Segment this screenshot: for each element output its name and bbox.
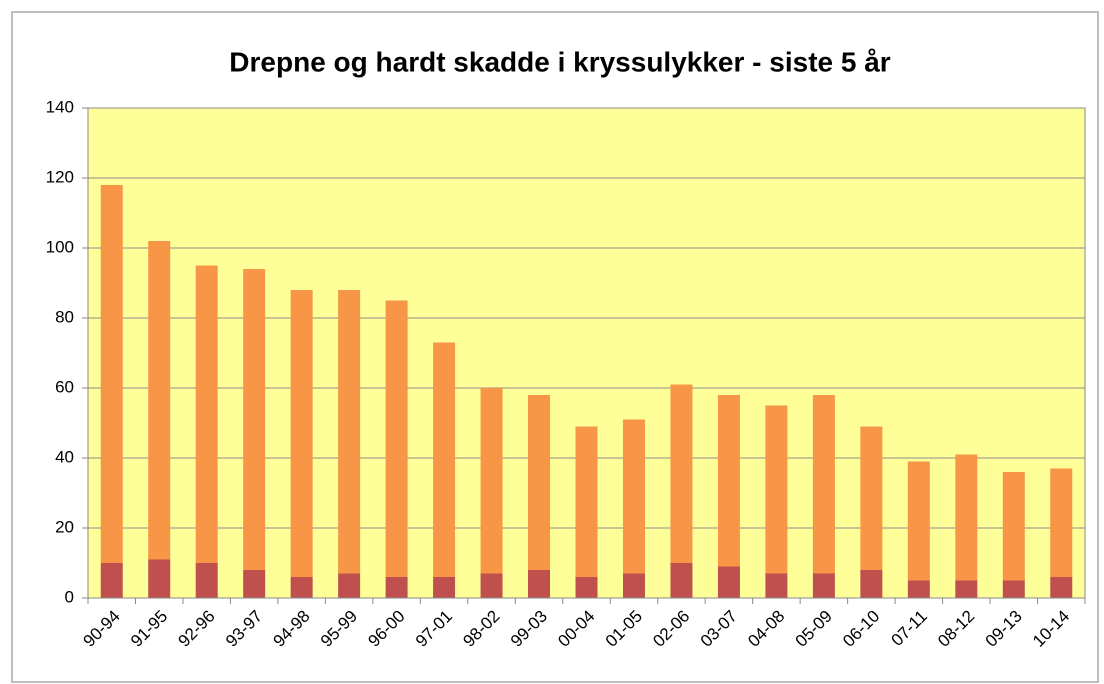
y-tick-label: 0 — [65, 587, 74, 606]
bar-segment — [195, 563, 218, 598]
bar-segment — [243, 570, 266, 598]
y-tick-label: 100 — [46, 237, 74, 256]
bar-segment — [575, 426, 598, 577]
bar-segment — [1002, 580, 1025, 598]
bar-segment — [670, 563, 693, 598]
bar-segment — [860, 426, 883, 570]
bar-segment — [622, 573, 645, 598]
bar-segment — [955, 580, 978, 598]
bar-segment — [907, 580, 930, 598]
y-tick-label: 20 — [55, 517, 74, 536]
bar-segment — [433, 577, 456, 598]
y-tick-label: 80 — [55, 307, 74, 326]
bar-segment — [100, 563, 123, 598]
bar-segment — [765, 573, 788, 598]
y-tick-label: 120 — [46, 167, 74, 186]
bar-segment — [528, 570, 551, 598]
bar-segment — [1002, 472, 1025, 581]
bar-segment — [148, 559, 171, 598]
bar-segment — [907, 461, 930, 581]
bar-segment — [1050, 577, 1073, 598]
bar-segment — [860, 570, 883, 598]
bar-segment — [717, 395, 740, 567]
bar-segment — [670, 384, 693, 563]
bar-segment — [765, 405, 788, 574]
bar-segment — [385, 577, 408, 598]
bar-segment — [385, 300, 408, 577]
y-tick-label: 140 — [46, 97, 74, 116]
bar-segment — [148, 241, 171, 560]
bar-segment — [575, 577, 598, 598]
bar-segment — [433, 342, 456, 577]
bar-segment — [622, 419, 645, 574]
bar-segment — [812, 395, 835, 574]
chart-title: Drepne og hardt skadde i kryssulykker - … — [229, 46, 891, 77]
bar-segment — [100, 185, 123, 563]
bar-segment — [1050, 468, 1073, 577]
bar-segment — [955, 454, 978, 581]
bar-segment — [528, 395, 551, 570]
y-tick-label: 40 — [55, 447, 74, 466]
bar-segment — [338, 573, 361, 598]
bar-segment — [812, 573, 835, 598]
bar-segment — [195, 265, 218, 563]
bar-segment — [717, 566, 740, 598]
bar-segment — [338, 290, 361, 574]
bar-segment — [480, 388, 503, 574]
bar-segment — [243, 269, 266, 570]
y-tick-label: 60 — [55, 377, 74, 396]
bar-segment — [480, 573, 503, 598]
bar-segment — [290, 290, 313, 577]
bar-segment — [290, 577, 313, 598]
